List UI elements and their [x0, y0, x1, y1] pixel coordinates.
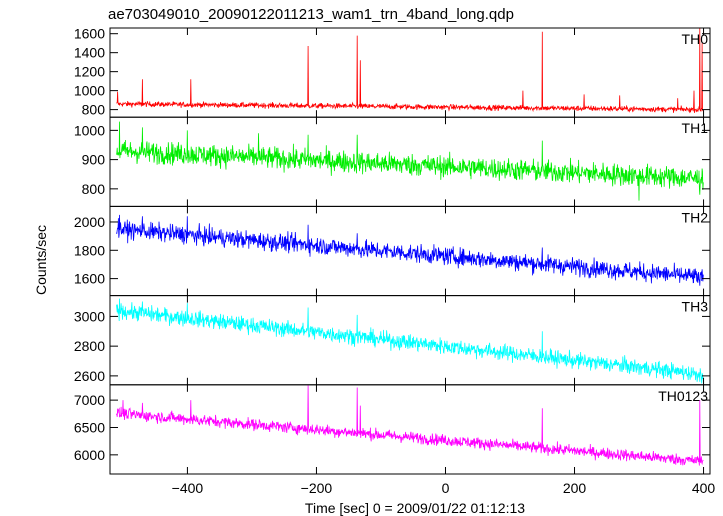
y-tick-label: 800 [82, 102, 106, 118]
x-tick-label: 400 [692, 480, 716, 496]
panel-label: TH1 [682, 120, 709, 136]
chart-title: ae703049010_20090122011213_wam1_trn_4ban… [108, 6, 514, 23]
y-axis-label: Counts/sec [33, 225, 49, 295]
x-tick-label: −200 [301, 480, 333, 496]
panel-th0123: 6000 6500 7000 TH0123 [74, 384, 711, 475]
y-tick-label: 7000 [74, 392, 105, 408]
series-line-th1 [116, 121, 704, 201]
x-tick-label: −400 [172, 480, 204, 496]
panel-label: TH0 [682, 31, 709, 47]
panel-frame [109, 116, 711, 207]
panel-th2: 1600 1800 2000 TH2 [74, 205, 711, 297]
series-line-th0123 [116, 385, 704, 466]
y-tick-label: 2600 [74, 368, 105, 384]
x-tick-labels: −400 −200 0 200 400 [172, 480, 716, 496]
series-line-th2 [116, 214, 704, 286]
y-tick-label: 1000 [74, 83, 105, 99]
y-tick-label: 6500 [74, 419, 105, 435]
panel-label: TH0123 [658, 388, 708, 404]
x-tick-label: 0 [442, 480, 450, 496]
y-tick-label: 900 [82, 152, 106, 168]
y-tick-label: 6000 [74, 447, 105, 463]
y-tick-label: 3000 [74, 308, 105, 324]
panel-label: TH3 [682, 299, 709, 315]
panel-th0: 800 1000 1200 1400 1600 TH0 [74, 26, 711, 118]
panel-frame [109, 384, 711, 475]
y-tick-label: 1400 [74, 45, 105, 61]
panel-th1: 800 900 1000 TH1 [74, 116, 711, 207]
y-tick-label: 1600 [74, 271, 105, 287]
panel-th3: 2600 2800 3000 TH3 [74, 295, 711, 386]
x-tick-label: 200 [563, 480, 587, 496]
y-tick-label: 1800 [74, 242, 105, 258]
y-tick-label: 1600 [74, 26, 105, 42]
y-tick-label: 1200 [74, 64, 105, 80]
y-tick-label: 800 [82, 181, 106, 197]
y-tick-label: 2000 [74, 214, 105, 230]
series-line-th0 [116, 28, 704, 114]
y-tick-label: 2800 [74, 338, 105, 354]
y-tick-label: 1000 [74, 122, 105, 138]
x-axis-label: Time [sec] 0 = 2009/01/22 01:12:13 [305, 500, 525, 516]
panel-label: TH2 [682, 209, 709, 225]
series-line-th3 [116, 298, 704, 384]
